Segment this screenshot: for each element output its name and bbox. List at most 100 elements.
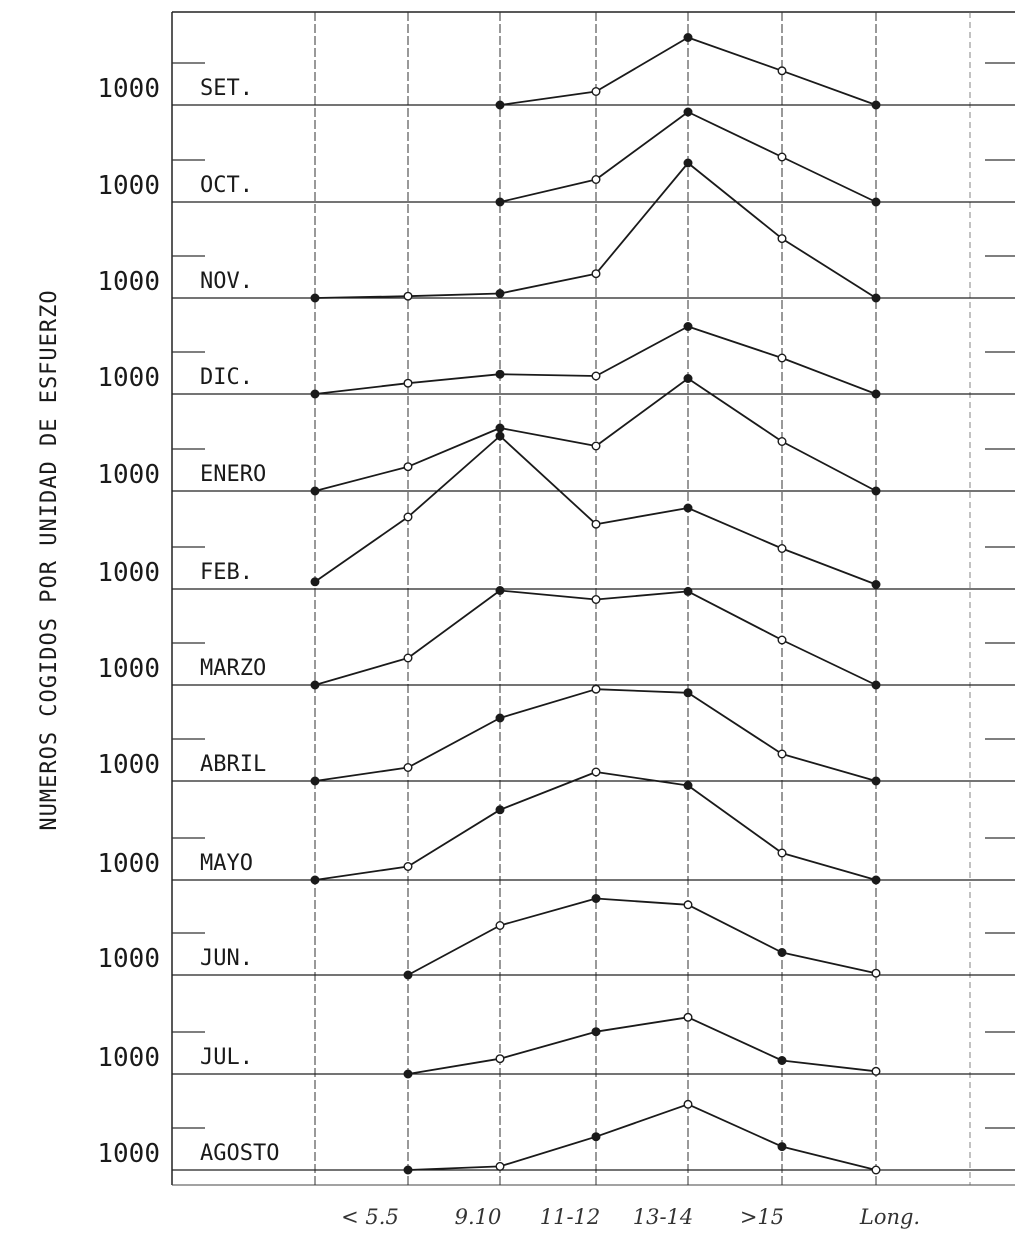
x-tick-label: 13-14 [633, 1205, 694, 1229]
series-line [407, 1016, 877, 1075]
data-point [777, 437, 787, 447]
data-point [495, 1161, 505, 1171]
data-point [871, 580, 881, 590]
data-point [495, 100, 505, 110]
data-point [591, 269, 601, 279]
series-line [407, 1103, 877, 1171]
data-point [310, 486, 320, 496]
data-point [591, 684, 601, 694]
data-point [871, 1165, 881, 1175]
data-point [310, 293, 320, 303]
data-point [403, 1069, 413, 1079]
data-point [683, 1012, 693, 1022]
data-point [495, 289, 505, 299]
data-point [591, 86, 601, 96]
y-axis-label: NUMEROS COGIDOS POR UNIDAD DE ESFUERZO [37, 289, 62, 830]
data-point [495, 369, 505, 379]
data-point [683, 322, 693, 332]
data-point [777, 152, 787, 162]
data-point [871, 197, 881, 207]
data-point [871, 875, 881, 885]
series-label: ABRIL [200, 752, 266, 777]
data-point [403, 512, 413, 522]
data-point [591, 595, 601, 605]
data-point [310, 577, 320, 587]
data-point [777, 66, 787, 76]
data-point [777, 1055, 787, 1065]
series-label: NOV. [200, 269, 253, 294]
y-tick-label: 1000 [97, 171, 160, 201]
data-point [683, 374, 693, 384]
y-tick-label: 1000 [97, 1043, 160, 1073]
data-point [591, 767, 601, 777]
data-point [591, 174, 601, 184]
data-point [683, 781, 693, 791]
series-label: FEB. [200, 560, 253, 585]
data-point [871, 680, 881, 690]
data-point [495, 586, 505, 596]
data-point [683, 33, 693, 43]
data-point [871, 100, 881, 110]
y-tick-label: 1000 [97, 460, 160, 490]
series-label: MAYO [200, 851, 253, 876]
data-point [495, 423, 505, 433]
data-point [403, 970, 413, 980]
data-point [871, 1066, 881, 1076]
data-point [403, 653, 413, 663]
data-point [591, 1027, 601, 1037]
data-point [310, 776, 320, 786]
data-point [777, 353, 787, 363]
data-point [871, 776, 881, 786]
data-point [495, 1054, 505, 1064]
data-point [591, 894, 601, 904]
y-tick-label: 1000 [97, 74, 160, 104]
data-point [403, 1165, 413, 1175]
data-point [683, 503, 693, 513]
data-point [871, 486, 881, 496]
series-label: OCT. [200, 173, 253, 198]
data-point [777, 635, 787, 645]
series-label: SET. [200, 76, 253, 101]
x-tick-label: Long. [859, 1205, 920, 1229]
series-label: JUN. [200, 946, 253, 971]
data-point [310, 875, 320, 885]
data-point [777, 1142, 787, 1152]
data-point [591, 441, 601, 451]
y-tick-label: 1000 [97, 363, 160, 393]
data-point [777, 749, 787, 759]
data-point [683, 900, 693, 910]
data-point [403, 462, 413, 472]
series-label: ENERO [200, 462, 266, 487]
data-point [495, 805, 505, 815]
data-point [403, 378, 413, 388]
y-tick-label: 1000 [97, 750, 160, 780]
data-point [777, 948, 787, 958]
data-point [591, 371, 601, 381]
data-point [683, 586, 693, 596]
labels: 1000 SET. 1000 OCT. 1000 NOV. 1000 DIC. 1000 ENER… [97, 74, 920, 1229]
y-tick-label: 1000 [97, 944, 160, 974]
x-tick-label: >15 [740, 1205, 784, 1229]
data-point [683, 688, 693, 698]
x-tick-label: 9.10 [455, 1205, 502, 1229]
data-point [495, 431, 505, 441]
x-tick-label: 11-12 [540, 1205, 601, 1229]
data-point [871, 389, 881, 399]
data-point [683, 158, 693, 168]
series-label: AGOSTO [200, 1141, 279, 1166]
series-lines [310, 33, 881, 1175]
series-label: MARZO [200, 656, 266, 681]
data-point [871, 968, 881, 978]
data-point [591, 519, 601, 529]
data-point [310, 680, 320, 690]
y-tick-label: 1000 [97, 654, 160, 684]
data-point [495, 921, 505, 931]
x-tick-label: < 5.5 [341, 1205, 399, 1229]
data-point [777, 234, 787, 244]
y-tick-label: 1000 [97, 558, 160, 588]
series-label: DIC. [200, 365, 253, 390]
data-point [591, 1132, 601, 1142]
data-point [403, 763, 413, 773]
y-tick-label: 1000 [97, 849, 160, 879]
